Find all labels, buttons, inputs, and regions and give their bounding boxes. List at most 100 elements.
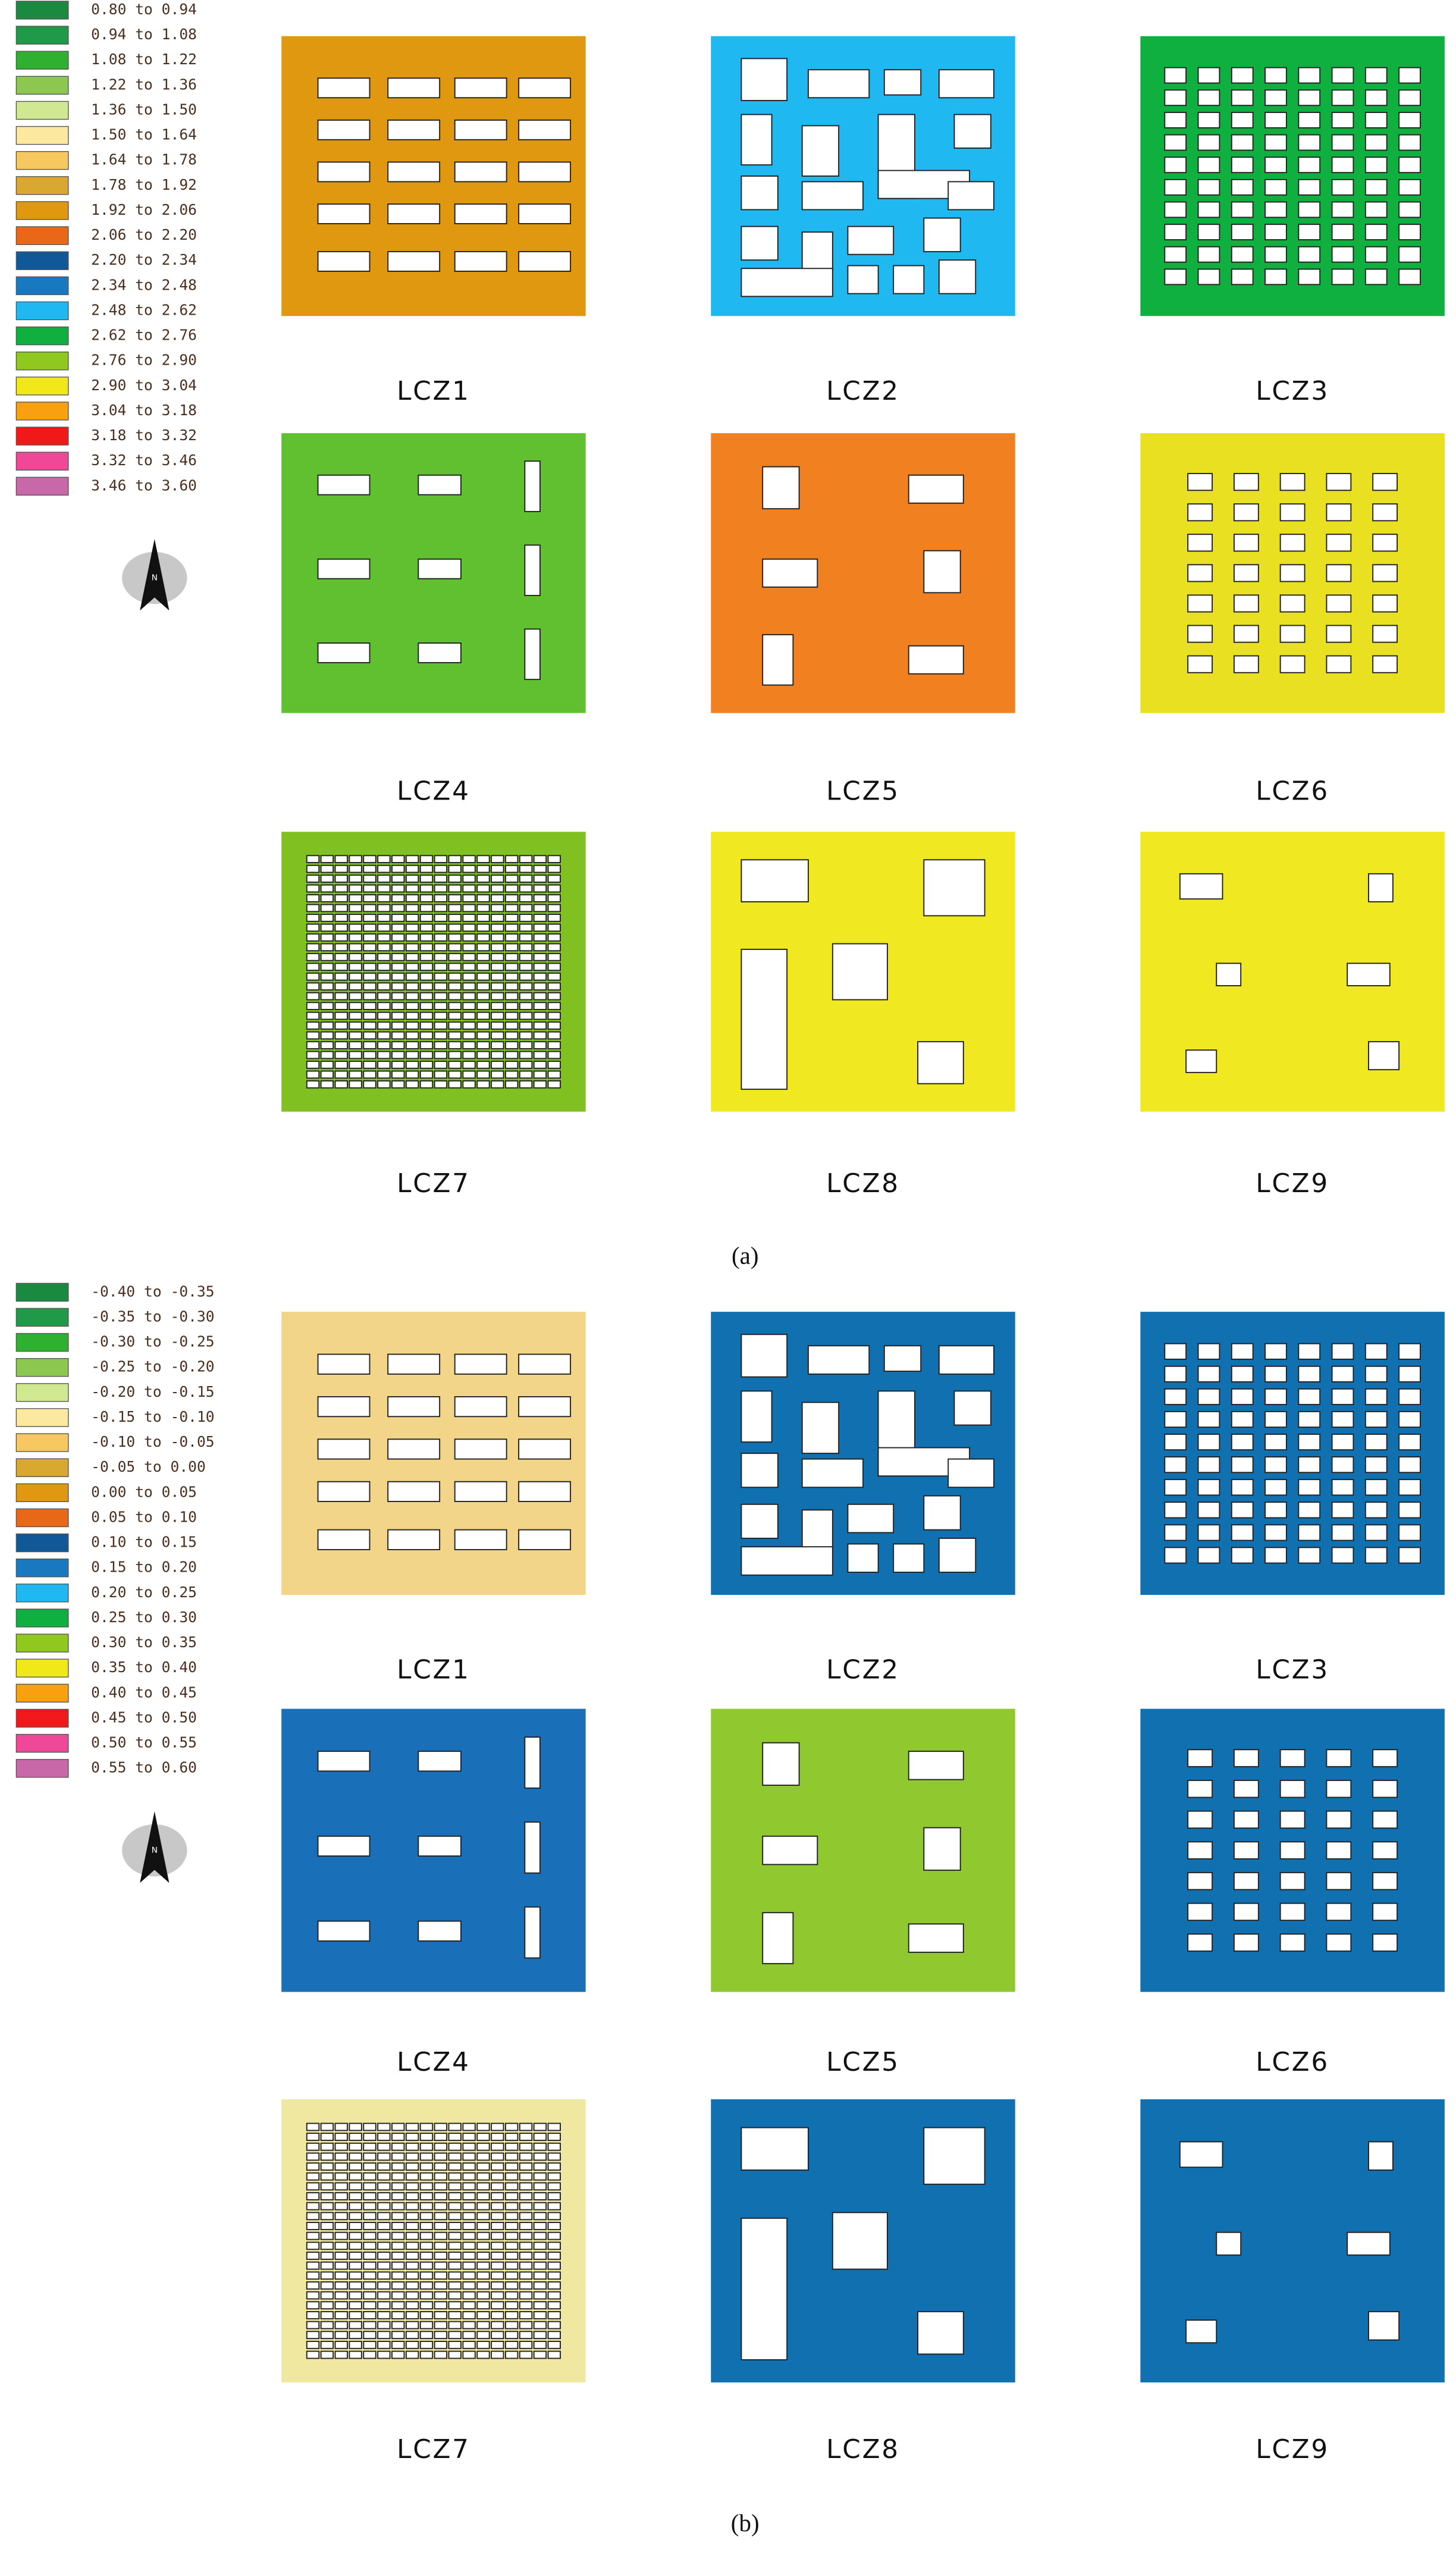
building	[434, 1002, 448, 1010]
building	[306, 2310, 320, 2319]
building	[1233, 503, 1259, 522]
building	[377, 2192, 391, 2200]
simulation-map	[281, 2099, 586, 2382]
building	[476, 2350, 490, 2359]
building	[1264, 1410, 1287, 1428]
building	[1197, 134, 1220, 151]
panel-label: LCZ6	[1256, 776, 1329, 807]
building	[847, 1503, 895, 1534]
building	[363, 992, 376, 1001]
building	[1331, 1501, 1354, 1519]
building	[320, 2172, 334, 2181]
building	[462, 1041, 476, 1049]
building	[306, 952, 320, 961]
building	[938, 1345, 994, 1375]
building	[1231, 268, 1254, 286]
building	[419, 855, 434, 863]
building	[448, 2152, 462, 2161]
building	[1164, 1388, 1187, 1405]
building	[1197, 156, 1220, 174]
building	[405, 2301, 419, 2310]
building	[518, 119, 572, 140]
building	[519, 2231, 533, 2240]
building	[320, 1002, 334, 1010]
building	[1298, 1388, 1321, 1405]
legend-swatch	[15, 476, 69, 496]
building	[533, 1041, 547, 1049]
building	[454, 161, 507, 183]
building	[306, 2340, 320, 2349]
legend-swatch	[15, 351, 69, 371]
building	[505, 2291, 519, 2300]
building	[491, 1080, 504, 1089]
simulation-map	[1140, 1312, 1445, 1595]
building	[391, 2321, 405, 2330]
building	[334, 2162, 348, 2171]
building	[349, 2152, 362, 2161]
building	[306, 963, 320, 971]
legend-label: 2.62 to 2.76	[91, 327, 197, 344]
building	[387, 1353, 441, 1375]
legend-label: 0.55 to 0.60	[91, 1759, 197, 1776]
building	[1368, 873, 1394, 902]
legend-swatch	[15, 1308, 69, 1327]
building	[1231, 1524, 1254, 1541]
building	[334, 2222, 348, 2230]
building	[533, 2212, 547, 2221]
building	[434, 2310, 448, 2319]
building	[1331, 224, 1354, 240]
building	[349, 904, 362, 913]
building	[349, 2142, 362, 2151]
building	[306, 2172, 320, 2181]
building	[476, 1002, 490, 1010]
building	[533, 855, 547, 863]
building	[1364, 246, 1388, 263]
building	[387, 1529, 441, 1550]
building	[547, 1011, 561, 1020]
building	[1368, 1041, 1400, 1071]
legend-label: -0.05 to 0.00	[91, 1458, 206, 1475]
building	[306, 2123, 320, 2131]
legend-swatch	[15, 226, 69, 245]
building	[1264, 1365, 1287, 1382]
building	[320, 2202, 334, 2211]
building	[434, 1021, 448, 1030]
building	[476, 963, 490, 971]
building	[1298, 1524, 1321, 1541]
building	[476, 2340, 490, 2349]
building	[377, 2331, 391, 2340]
building	[377, 2162, 391, 2171]
building	[391, 2301, 405, 2310]
building	[391, 2271, 405, 2280]
building	[953, 114, 991, 149]
building	[476, 2301, 490, 2310]
building	[1347, 963, 1391, 986]
building	[405, 992, 419, 1001]
building	[1398, 268, 1421, 286]
building	[377, 2281, 391, 2290]
building	[1298, 268, 1321, 286]
building	[349, 2202, 362, 2211]
legend-swatch	[15, 1383, 69, 1402]
building	[518, 1396, 572, 1418]
building	[547, 992, 561, 1001]
building	[1233, 1841, 1259, 1860]
building	[547, 2142, 561, 2151]
building	[391, 1011, 405, 1020]
building	[320, 1080, 334, 1089]
building	[533, 1080, 547, 1089]
building	[476, 2212, 490, 2221]
building	[1164, 89, 1187, 106]
building	[1364, 1479, 1388, 1496]
building	[462, 2310, 476, 2319]
building	[505, 2123, 519, 2131]
building	[306, 2271, 320, 2280]
building	[320, 855, 334, 863]
building	[1164, 1343, 1187, 1360]
building	[320, 943, 334, 952]
building	[334, 1031, 348, 1040]
building	[405, 943, 419, 952]
building	[405, 1041, 419, 1049]
building	[391, 2192, 405, 2200]
building	[893, 1543, 925, 1573]
